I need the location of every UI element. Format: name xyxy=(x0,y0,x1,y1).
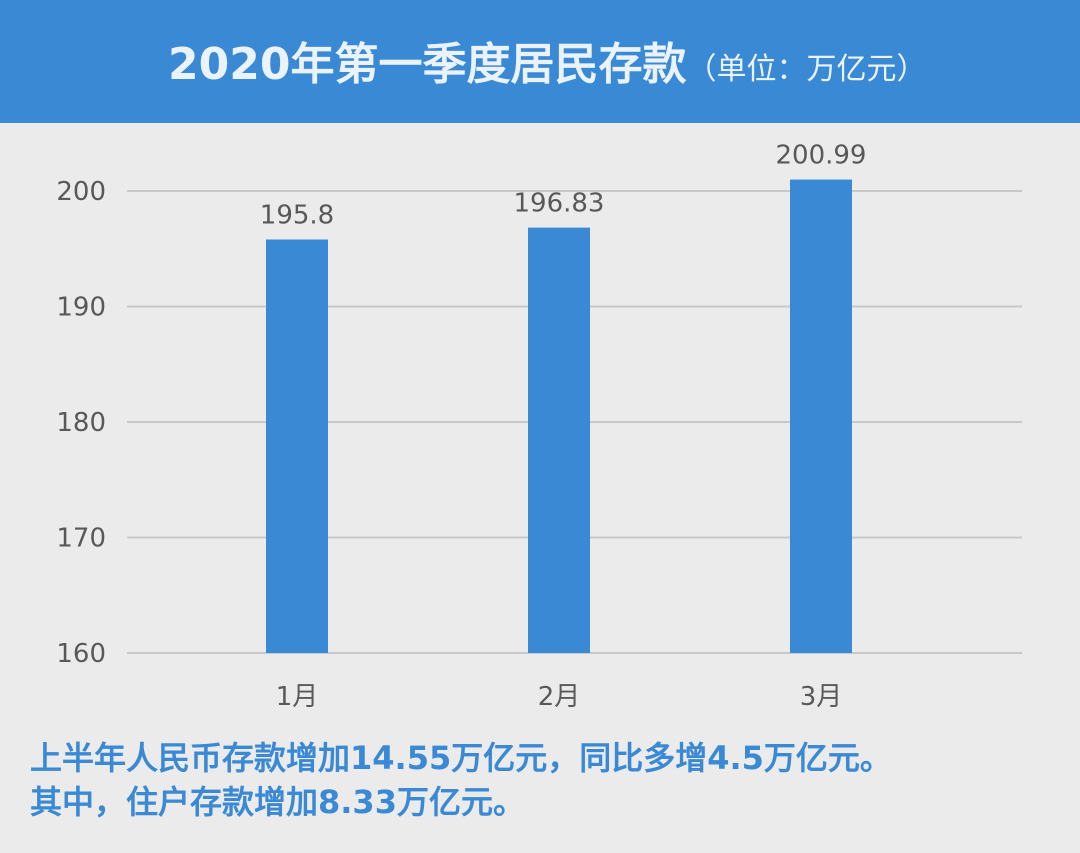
bar-1 xyxy=(266,239,328,653)
footnote: 上半年人民币存款增加14.55万亿元，同比多增4.5万亿元。 其中，住户存款增加… xyxy=(30,736,1070,824)
x-tick-label-1: 1月 xyxy=(276,682,319,712)
data-labels: 195.8 196.83 200.99 xyxy=(260,141,867,231)
y-tick-label: 190 xyxy=(56,293,106,323)
bar-2 xyxy=(528,227,590,653)
chart-unit: （单位：万亿元） xyxy=(686,52,927,87)
x-tick-label-2: 2月 xyxy=(538,682,581,712)
x-axis-ticks: 1月 2月 3月 xyxy=(276,682,843,712)
x-tick-label-3: 3月 xyxy=(800,682,843,712)
chart-title: 2020年第一季度居民存款（单位：万亿元） xyxy=(168,30,926,105)
chart-title-text: 2020年第一季度居民存款 xyxy=(168,39,687,90)
data-label-1: 195.8 xyxy=(260,201,334,231)
y-axis-ticks: 160 170 180 190 200 xyxy=(56,177,106,669)
y-tick-label: 170 xyxy=(56,524,106,554)
y-tick-label: 160 xyxy=(56,639,106,669)
y-tick-label: 200 xyxy=(56,177,106,207)
footnote-line-2: 其中，住户存款增加8.33万亿元。 xyxy=(30,783,525,821)
footnote-line-1: 上半年人民币存款增加14.55万亿元，同比多增4.5万亿元。 xyxy=(30,739,892,777)
bar-chart: 160 170 180 190 200 195.8 196.83 200.99 1月 2月 3月 xyxy=(56,141,1022,712)
data-label-3: 200.99 xyxy=(776,141,867,171)
data-label-2: 196.83 xyxy=(514,189,605,219)
header-banner: 2020年第一季度居民存款（单位：万亿元） xyxy=(0,0,1080,123)
bars xyxy=(266,179,852,653)
bar-3 xyxy=(790,179,852,653)
y-tick-label: 180 xyxy=(56,408,106,438)
